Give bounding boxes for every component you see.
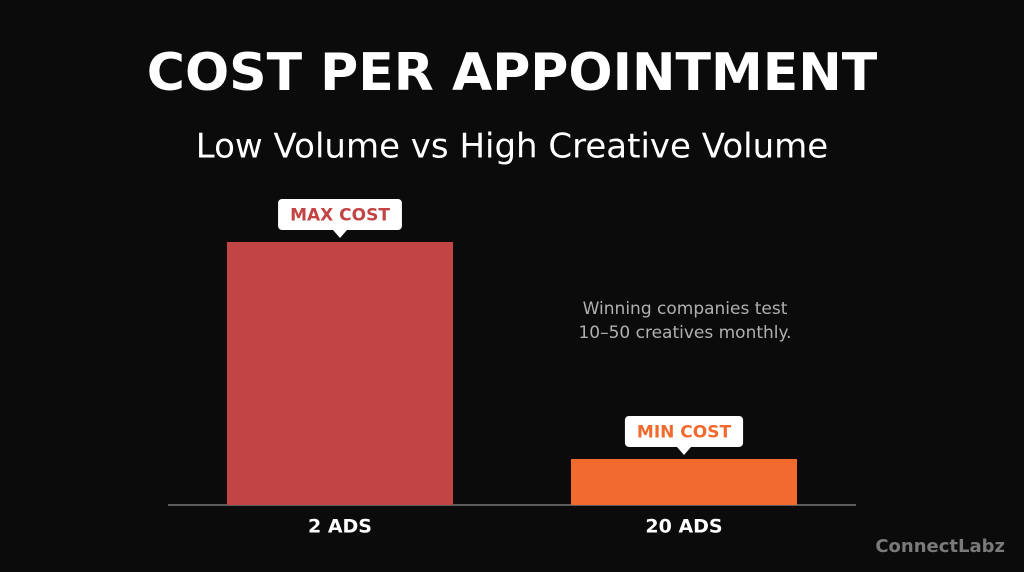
x-tick-label: 20 ADS: [645, 516, 722, 538]
annotation: 10–50 creatives monthly.: [578, 323, 791, 343]
annotation: Winning companies test: [583, 299, 788, 319]
callout-box: [624, 415, 744, 455]
callout-label: MAX COST: [290, 206, 390, 226]
callout-label: MIN COST: [637, 422, 732, 442]
bar: [571, 458, 797, 505]
x-tick-label: 2 ADS: [308, 516, 372, 538]
bar: [227, 242, 453, 505]
chart-subtitle: Low Volume vs High Creative Volume: [196, 127, 828, 167]
callout-box: [278, 199, 402, 238]
chart-title: COST PER APPOINTMENT: [147, 43, 878, 103]
watermark: ConnectLabz: [875, 536, 1005, 557]
